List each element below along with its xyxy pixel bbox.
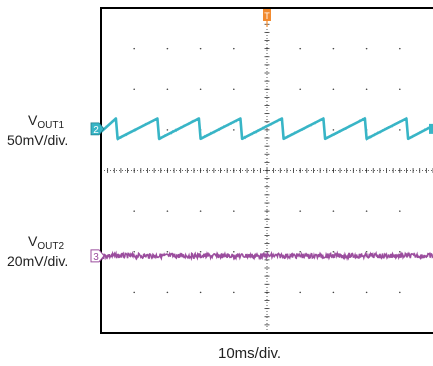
vout2-label: VOUT2: [28, 233, 65, 252]
grid-dot: [399, 291, 401, 294]
grid-dot: [399, 47, 401, 50]
channel-2-right-tab: [429, 123, 433, 134]
grid-dot: [365, 291, 368, 294]
vout1-trace-noise: [100, 116, 433, 141]
grid-dot: [332, 250, 335, 253]
grid-dot: [399, 88, 401, 91]
grid-dot: [365, 250, 368, 253]
channel-2-marker-shape: [90, 122, 105, 136]
grid-dot: [299, 210, 302, 212]
grid-dot: [166, 47, 169, 50]
trigger-marker: T: [263, 9, 271, 27]
grid-dot: [365, 47, 368, 50]
grid-dot: [332, 129, 335, 131]
grid-dot: [399, 250, 401, 253]
grid-dot: [199, 47, 202, 50]
grid-dot: [332, 47, 335, 50]
grid-dot: [133, 88, 135, 91]
grid-dot: [399, 210, 401, 212]
grid-dot: [133, 291, 135, 294]
grid-dot: [133, 210, 135, 212]
grid-dot: [299, 88, 302, 91]
x-axis-label: 10ms/div.: [218, 345, 282, 362]
vout1-label-main: V: [28, 112, 38, 128]
grid-dot: [299, 47, 302, 50]
trigger-marker-label: T: [264, 11, 270, 21]
grid-dot: [233, 88, 235, 91]
grid: [100, 7, 433, 334]
grid-dot: [332, 210, 335, 212]
vout2-trace: [100, 250, 433, 262]
grid-dot: [233, 210, 235, 212]
vout2-label-sub: OUT2: [37, 241, 65, 252]
grid-dot: [399, 129, 401, 131]
grid-dot: [199, 291, 202, 294]
grid-dot: [365, 210, 368, 212]
grid-dot: [166, 129, 169, 131]
channel-3-marker: 3: [90, 249, 105, 263]
grid-dot: [233, 47, 235, 50]
grid-dot: [133, 250, 135, 253]
vout1-scale: 50mV/div.: [7, 132, 69, 148]
traces: [100, 116, 433, 262]
grid-dot: [233, 129, 235, 131]
grid-dot: [166, 88, 169, 91]
grid-dot: [299, 291, 302, 294]
trigger-marker-box: [263, 9, 271, 21]
grid-dot: [166, 291, 169, 294]
vout1-label-sub: OUT1: [37, 120, 65, 131]
vout1-label: VOUT1: [28, 112, 65, 131]
grid-dot: [332, 88, 335, 91]
plot-frame: [100, 7, 433, 334]
grid-dot: [233, 250, 235, 253]
grid-dot: [299, 250, 302, 253]
grid-dot: [133, 47, 135, 50]
grid-dot: [199, 210, 202, 212]
channel-2-marker: 2: [90, 122, 105, 136]
grid-dot: [199, 250, 202, 253]
vout2-scale: 20mV/div.: [7, 253, 69, 269]
markers: T 2 3: [90, 9, 433, 263]
channel-3-marker-label: 3: [93, 252, 99, 263]
channel-3-marker-shape: [90, 249, 105, 263]
grid-dot: [332, 291, 335, 294]
grid-dot: [233, 291, 235, 294]
grid-dot: [166, 210, 169, 212]
grid-dot: [166, 250, 169, 253]
grid-dot: [365, 88, 368, 91]
grid-dot: [199, 88, 202, 91]
channel-2-marker-label: 2: [93, 125, 99, 136]
vout2-label-main: V: [28, 233, 38, 249]
